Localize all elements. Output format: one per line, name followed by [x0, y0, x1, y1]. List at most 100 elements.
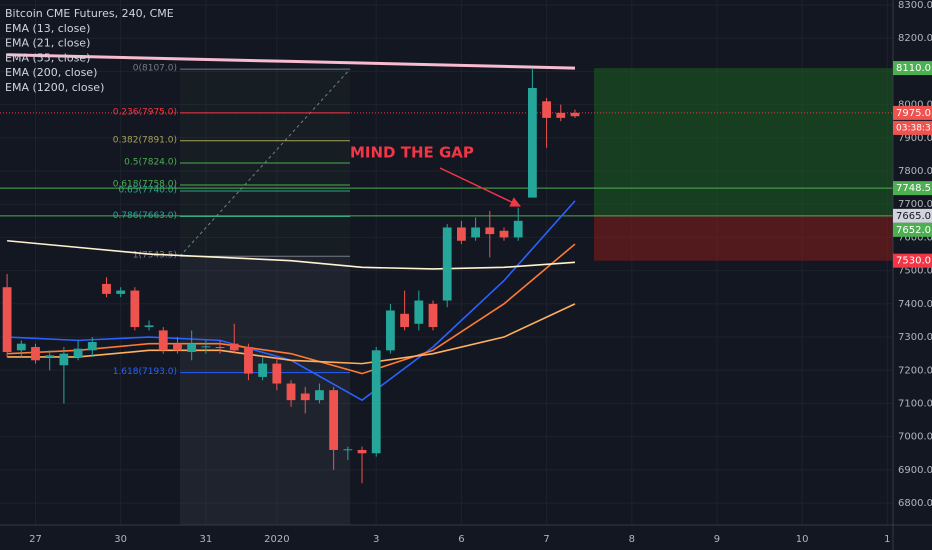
- candle-body: [457, 227, 466, 241]
- candle-body: [286, 383, 296, 401]
- candle-body: [371, 350, 381, 454]
- candle-body: [570, 112, 580, 117]
- price-label: 7975.0: [896, 108, 931, 119]
- y-tick-label: 6800.0: [898, 498, 932, 509]
- y-tick-label: 8000.0: [898, 100, 932, 111]
- y-tick-label: 7400.0: [898, 299, 932, 310]
- y-tick-label: 7800.0: [898, 166, 932, 177]
- countdown: 03:38:31: [896, 123, 932, 133]
- y-tick-label: 7300.0: [898, 332, 932, 343]
- candle-body: [87, 342, 97, 351]
- y-tick-label: 7200.0: [898, 365, 932, 376]
- candle-body: [414, 300, 424, 324]
- legend-entry: EMA (13, close): [5, 22, 90, 35]
- candle-body: [400, 313, 410, 328]
- y-tick-label: 7100.0: [898, 398, 932, 409]
- candle-body: [59, 353, 69, 366]
- x-tick-label: 8: [629, 534, 635, 545]
- x-tick-label: 27: [29, 534, 42, 545]
- fib-label: 0.618(7758.0): [113, 179, 177, 189]
- ema-line: [7, 243, 576, 375]
- legend-entry: EMA (21, close): [5, 37, 90, 50]
- y-tick-label: 7600.0: [898, 232, 932, 243]
- candle-body: [343, 449, 353, 451]
- y-tick-label: 8200.0: [898, 33, 932, 44]
- candle-body: [499, 230, 509, 238]
- price-label: 7748.5: [896, 183, 931, 194]
- candle-body: [428, 303, 438, 328]
- price-label: 7652.0: [896, 225, 931, 236]
- ema-line: [7, 303, 576, 365]
- price-label: 7530.0: [896, 256, 931, 267]
- candle-body: [102, 283, 111, 294]
- x-tick-label: 9: [714, 534, 720, 545]
- fib-label: 0.65(7740.0): [118, 185, 177, 195]
- annotation: MIND THE GAP: [350, 144, 474, 162]
- fib-label: 1.618(7193.0): [113, 367, 177, 377]
- x-tick-label: 2020: [264, 534, 289, 545]
- candle-body: [527, 87, 537, 198]
- candle-body: [16, 343, 26, 351]
- price-label: 7665.0: [896, 211, 931, 222]
- candle-body: [542, 101, 551, 118]
- price-label-bg: [893, 105, 932, 120]
- y-tick-label: 7000.0: [898, 432, 932, 443]
- candle-body: [173, 343, 182, 351]
- annotation-arrow: [439, 167, 521, 207]
- candle-body: [116, 290, 126, 294]
- y-tick-label: 6900.0: [898, 465, 932, 476]
- x-tick-label: 31: [199, 534, 212, 545]
- candle-body: [556, 112, 566, 118]
- candle-body: [300, 393, 310, 401]
- fib-zone: [180, 256, 350, 525]
- price-label-bg: [893, 253, 932, 268]
- legend-entry: EMA (200, close): [5, 66, 97, 79]
- x-tick-label: 1: [884, 534, 890, 545]
- fib-label: 0(8107.0): [133, 64, 177, 74]
- y-tick-label: 7700.0: [898, 199, 932, 210]
- price-label: 8110.0: [896, 63, 931, 74]
- x-tick-label: 7: [543, 534, 549, 545]
- candle-body: [158, 330, 168, 351]
- candle-body: [45, 355, 55, 357]
- ema-line: [7, 239, 576, 270]
- candle-body: [31, 347, 40, 361]
- x-tick-label: 10: [796, 534, 809, 545]
- price-label-bg: [893, 61, 932, 76]
- price-label-bg: [893, 181, 932, 196]
- y-tick-label: 8300.0: [898, 0, 932, 11]
- candle-body: [329, 390, 339, 450]
- y-tick-label: 7900.0: [898, 133, 932, 144]
- candle-body: [229, 343, 239, 351]
- candle-body: [215, 347, 225, 349]
- legend-entry: EMA (55, close): [5, 51, 90, 64]
- fib-label: 0.382(7891.0): [113, 135, 177, 145]
- chart-title: Bitcoin CME Futures, 240, CME: [5, 7, 174, 20]
- stop-zone: [594, 215, 893, 261]
- candle-body: [244, 347, 253, 374]
- x-tick-label: 6: [458, 534, 464, 545]
- candle-body: [513, 220, 523, 238]
- target-zone: [594, 68, 893, 216]
- candle-body: [485, 227, 495, 235]
- candle-body: [471, 227, 481, 238]
- legend: Bitcoin CME Futures, 240, CME EMA (13, c…: [5, 7, 174, 94]
- x-tick-label: 30: [114, 534, 127, 545]
- candle-body: [357, 449, 367, 454]
- countdown-bg: [893, 120, 932, 135]
- legend-entry: EMA (1200, close): [5, 81, 104, 94]
- price-label-bg: [893, 208, 932, 223]
- candle-body: [315, 390, 324, 401]
- candle-body: [258, 363, 268, 377]
- candle-body: [130, 290, 140, 328]
- candle-body: [442, 227, 452, 301]
- price-label-bg: [893, 222, 932, 237]
- ema-line: [7, 53, 576, 70]
- plot-layer: [2, 53, 580, 484]
- x-tick-label: 3: [373, 534, 379, 545]
- candle-body: [386, 310, 395, 351]
- candle-body: [144, 325, 154, 328]
- candle-body: [272, 363, 282, 384]
- y-tick-label: 7500.0: [898, 266, 932, 277]
